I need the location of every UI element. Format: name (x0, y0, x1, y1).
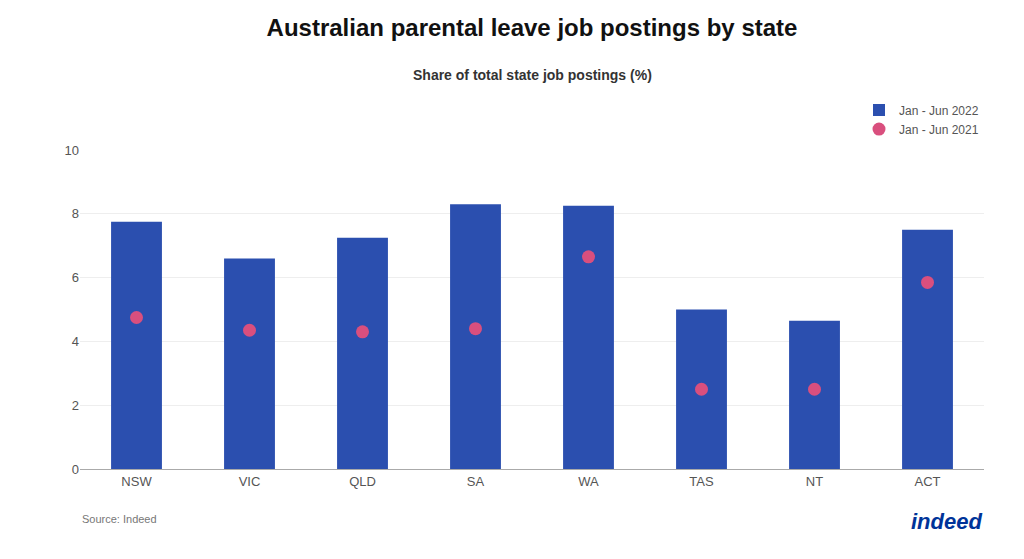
svg-text:NT: NT (806, 474, 823, 489)
svg-text:QLD: QLD (349, 474, 376, 489)
svg-text:4: 4 (72, 334, 79, 349)
svg-text:indeed: indeed (911, 509, 982, 534)
svg-text:Australian parental leave job: Australian parental leave job postings b… (267, 14, 798, 41)
svg-text:Jan - Jun 2022: Jan - Jun 2022 (899, 104, 979, 118)
svg-text:ACT: ACT (915, 474, 941, 489)
svg-text:Share of total state job posti: Share of total state job postings (%) (413, 67, 652, 83)
svg-text:2: 2 (72, 398, 79, 413)
svg-text:Source: Indeed: Source: Indeed (82, 513, 157, 525)
svg-text:0: 0 (72, 462, 79, 477)
svg-text:10: 10 (65, 143, 79, 158)
svg-text:WA: WA (578, 474, 599, 489)
svg-text:Jan - Jun 2021: Jan - Jun 2021 (899, 123, 979, 137)
svg-text:VIC: VIC (239, 474, 261, 489)
svg-text:SA: SA (467, 474, 485, 489)
svg-text:6: 6 (72, 270, 79, 285)
svg-text:TAS: TAS (689, 474, 714, 489)
svg-text:NSW: NSW (121, 474, 152, 489)
svg-text:8: 8 (72, 206, 79, 221)
